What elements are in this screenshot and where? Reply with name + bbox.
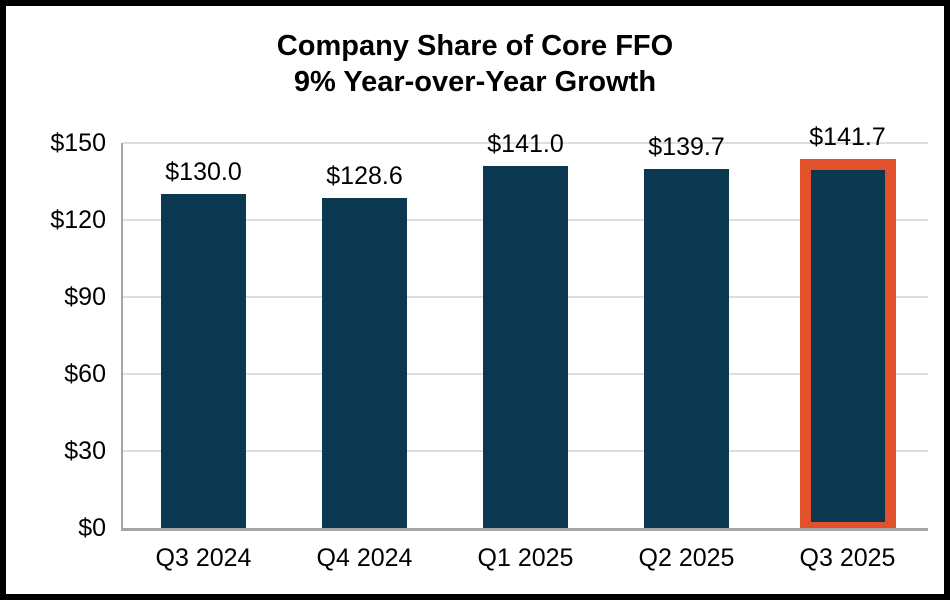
- x-axis-category-label: Q2 2025: [638, 544, 735, 572]
- chart-title-line-2: 9% Year-over-Year Growth: [293, 66, 657, 98]
- bar-slot: $128.6 Q4 2024: [284, 143, 445, 572]
- chart-title: Company Share of Core FFO 9% Year-over-Y…: [6, 28, 944, 100]
- x-axis-category-label: Q4 2024: [316, 544, 413, 572]
- x-axis-category-label: Q3 2025: [799, 544, 896, 572]
- gridline: [123, 142, 928, 144]
- x-axis-line: [121, 528, 928, 531]
- bar-slot: $141.0 Q1 2025: [445, 130, 606, 572]
- y-axis-tick-label: $30: [64, 437, 106, 465]
- y-axis-tick-label: $60: [64, 360, 106, 388]
- chart-title-line-1: Company Share of Core FFO: [276, 30, 674, 62]
- y-axis: $150 $120 $90 $60 $30 $0: [6, 129, 106, 542]
- bar-data-label: $141.0: [487, 130, 564, 159]
- bar: [322, 197, 407, 528]
- y-axis-tick-label: $150: [50, 129, 106, 157]
- y-axis-tick-label: $0: [78, 514, 106, 542]
- bar: [810, 169, 885, 522]
- bar-data-label: $141.7: [809, 122, 886, 151]
- x-axis-category-label: Q1 2025: [477, 544, 574, 572]
- bar: [644, 169, 729, 528]
- bar: [161, 194, 246, 528]
- bar-slot: $130.0 Q3 2024: [123, 143, 284, 572]
- y-axis-line: [121, 143, 123, 528]
- plot-area: $130.0 Q3 2024 $128.6 Q4 2024 $141.0 Q1 2025 $…: [121, 123, 928, 572]
- highlight-outline: [799, 158, 896, 528]
- bar-data-label: $139.7: [648, 133, 725, 162]
- y-axis-tick-label: $120: [50, 206, 106, 234]
- y-axis-tick-label: $90: [64, 283, 106, 311]
- bar-data-label: $130.0: [165, 158, 242, 187]
- bar-slot: $141.7 Q3 2025: [767, 123, 928, 572]
- bar: [483, 166, 568, 528]
- x-axis-category-label: Q3 2024: [155, 544, 252, 572]
- bar-slot: $139.7 Q2 2025: [606, 133, 767, 572]
- bar-data-label: $128.6: [326, 161, 403, 190]
